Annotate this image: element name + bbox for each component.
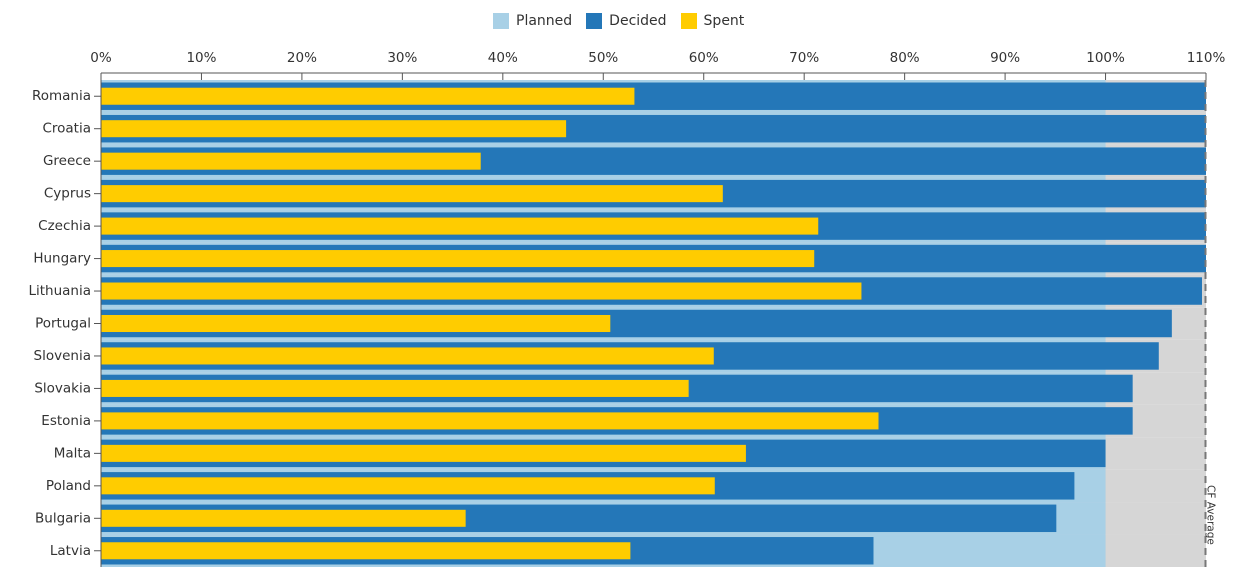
x-tick-label-30: 30% (387, 50, 417, 66)
x-axis: 0% 10% 20% 30% 40% 50% 60% 70% 80% 90% 100% 110% (90, 50, 1225, 80)
bar-spent-hungary (101, 250, 815, 268)
category-label-greece: Greece (43, 153, 91, 169)
legend-label-planned: Planned (516, 13, 573, 29)
bar-spent-portugal (101, 314, 611, 333)
y-axis: Romania Croatia Greece Cyprus Czechia Hungary… (28, 73, 102, 567)
x-tick-label-70: 70% (789, 50, 819, 66)
bar-spent-cyprus (101, 185, 723, 203)
category-label-slovakia: Slovakia (34, 380, 91, 396)
reference-line-label: CF Average (1205, 485, 1217, 545)
legend-swatch-planned (493, 13, 509, 29)
x-tick-label-60: 60% (689, 50, 719, 66)
bar-spent-malta (101, 444, 746, 462)
category-label-portugal: Portugal (35, 316, 91, 332)
legend-swatch-decided (586, 13, 603, 29)
spent-bars (101, 87, 879, 560)
category-label-bulgaria: Bulgaria (35, 510, 91, 526)
bar-spent-greece (101, 152, 481, 170)
x-tick-label-90: 90% (990, 50, 1020, 66)
legend-label-spent: Spent (703, 13, 745, 29)
legend-item-planned[interactable]: Planned (493, 13, 572, 29)
legend-label-decided: Decided (609, 13, 667, 29)
x-tick-label-80: 80% (890, 50, 920, 66)
bar-spent-romania (101, 87, 635, 105)
bar-spent-slovakia (101, 379, 689, 397)
category-label-croatia: Croatia (42, 121, 91, 137)
bar-spent-slovenia (101, 347, 714, 365)
category-label-estonia: Estonia (41, 413, 91, 429)
bar-spent-poland (101, 477, 715, 495)
chart-legend: Planned Decided Spent (493, 13, 758, 29)
x-tick-label-100: 100% (1086, 50, 1125, 66)
category-label-latvia: Latvia (50, 543, 91, 559)
category-label-slovenia: Slovenia (34, 348, 91, 364)
category-label-poland: Poland (46, 478, 91, 494)
x-tick-label-110: 110% (1187, 50, 1226, 66)
x-tick-label-40: 40% (488, 50, 518, 66)
legend-swatch-spent (680, 13, 697, 29)
x-tick-label-50: 50% (588, 50, 618, 66)
bar-spent-latvia (101, 542, 631, 560)
category-label-hungary: Hungary (33, 251, 91, 267)
category-label-czechia: Czechia (38, 218, 91, 234)
bar-spent-bulgaria (101, 509, 466, 527)
x-tick-label-20: 20% (287, 50, 317, 66)
bar-spent-estonia (101, 412, 879, 430)
legend-item-decided[interactable]: Decided (586, 13, 667, 29)
bar-spent-czechia (101, 217, 819, 235)
category-label-romania: Romania (32, 88, 91, 104)
category-label-lithuania: Lithuania (28, 283, 91, 299)
x-tick-label-0: 0% (90, 50, 112, 66)
reference-line: CF Average (1204, 80, 1217, 567)
x-tick-label-10: 10% (186, 50, 216, 66)
category-label-cyprus: Cyprus (44, 186, 91, 202)
category-label-malta: Malta (54, 445, 91, 461)
legend-item-spent[interactable]: Spent (680, 13, 745, 29)
bar-spent-croatia (101, 120, 567, 138)
bar-spent-lithuania (101, 282, 862, 300)
